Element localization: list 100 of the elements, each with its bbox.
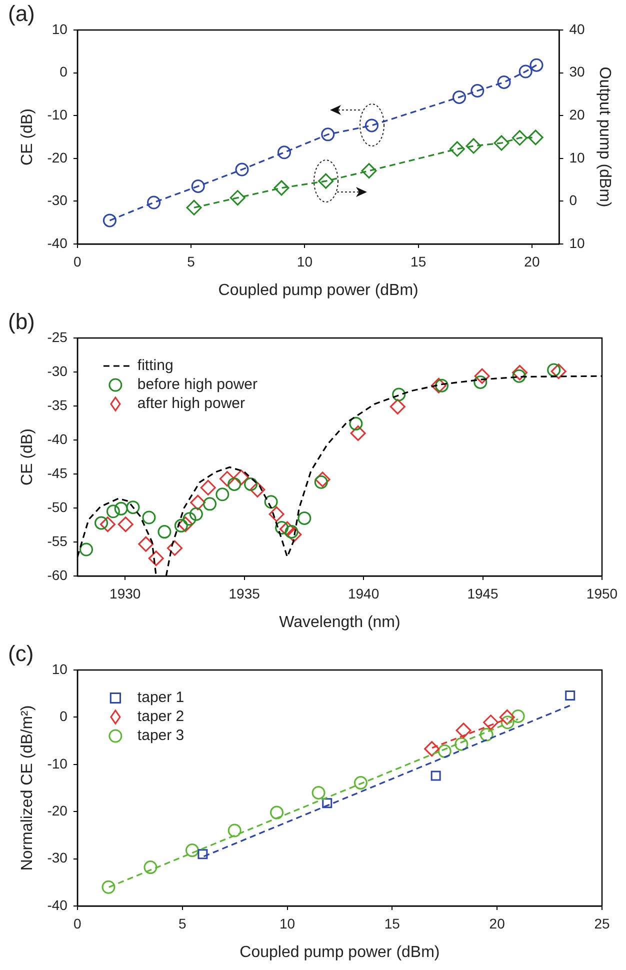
y-tick-label: -50 [47, 498, 68, 515]
point [158, 525, 172, 539]
chart-title: (a) [8, 1, 35, 26]
point [233, 470, 249, 486]
x-tick-label: 5 [178, 915, 186, 932]
point [349, 416, 363, 430]
point [275, 520, 289, 534]
point [144, 860, 158, 874]
point [321, 128, 335, 142]
point [500, 716, 514, 730]
x-tick-label: 1950 [586, 585, 618, 602]
y-axis-title: Normalized CE (dB/m²) [19, 705, 36, 871]
point [456, 722, 472, 738]
y-tick-label: -20 [47, 802, 68, 818]
point [430, 770, 441, 781]
point [166, 540, 182, 556]
legend-label: fitting [137, 357, 174, 374]
point [530, 58, 544, 72]
x-tick-label: 1930 [110, 585, 141, 602]
y-tick-label: -40 [47, 430, 68, 447]
point [200, 480, 216, 496]
legend-label: taper 1 [137, 689, 184, 706]
point [512, 364, 528, 380]
x-axis-title: Wavelength (nm) [279, 614, 400, 631]
y-tick-label: -60 [47, 566, 68, 583]
point [102, 214, 116, 228]
point [189, 507, 203, 521]
point [102, 880, 116, 894]
x-tick-label: 10 [296, 253, 313, 270]
y-tick-label: 0 [60, 64, 68, 80]
point [284, 525, 298, 539]
point [314, 472, 330, 488]
y2-axis-title: Output pump (dBm) [596, 66, 613, 208]
y-tick-label: -25 [47, 328, 68, 345]
point [186, 200, 202, 216]
point [106, 504, 120, 518]
point [480, 728, 494, 742]
y-tick-label: 10 [52, 660, 68, 677]
y-tick-label: -40 [47, 896, 68, 913]
point [466, 138, 482, 154]
y2-tick-label: 40 [569, 20, 586, 37]
y-tick-label: -30 [47, 362, 68, 379]
point [185, 844, 199, 858]
point [512, 130, 528, 146]
legend-label: taper 3 [137, 727, 184, 744]
point [264, 495, 278, 509]
y-tick-label: -55 [47, 532, 68, 549]
x-tick-label: 0 [74, 253, 82, 270]
x-axis-title: Coupled pump power (dBm) [240, 944, 440, 961]
point [80, 542, 94, 556]
y-tick-label: 0 [60, 708, 68, 724]
point [528, 130, 544, 146]
point [435, 378, 449, 392]
y-axis-title: CE (dB) [19, 428, 36, 486]
point [174, 518, 188, 532]
point [228, 477, 242, 491]
point [511, 710, 525, 724]
point [138, 536, 154, 552]
point [494, 135, 510, 151]
point [424, 741, 440, 757]
point [203, 497, 217, 511]
point [280, 521, 296, 537]
point [178, 516, 194, 532]
point [449, 141, 465, 157]
point [438, 744, 452, 758]
y-tick-label: -45 [47, 464, 68, 481]
legend-label: before high power [137, 376, 258, 394]
point [250, 482, 266, 498]
point [550, 364, 566, 380]
y-tick-label: -40 [47, 234, 68, 251]
y-axis-title: CE (dB) [19, 108, 36, 166]
point [268, 506, 284, 522]
point [277, 146, 291, 160]
point [470, 84, 484, 98]
y-tick-label: 10 [52, 20, 68, 37]
point [198, 849, 208, 860]
y-tick-label: -20 [47, 149, 68, 166]
point [274, 180, 290, 196]
point [190, 494, 206, 510]
y2-tick-label: 20 [569, 106, 586, 122]
y-tick-label: -35 [47, 396, 68, 413]
y2-tick-label: 10 [569, 149, 586, 166]
point [114, 502, 128, 516]
point [298, 511, 312, 525]
point [244, 477, 258, 491]
point [100, 516, 116, 532]
point [219, 471, 235, 487]
point [354, 776, 368, 790]
x-tick-label: 25 [594, 915, 610, 932]
y-tick-label: -10 [47, 106, 68, 122]
point [312, 786, 326, 800]
x-axis-title: Coupled pump power (dBm) [218, 282, 418, 299]
x-tick-label: 1940 [348, 585, 380, 602]
point [474, 368, 490, 384]
x-tick-label: 1935 [228, 585, 260, 602]
y-tick-label: -10 [47, 755, 68, 772]
point [228, 824, 242, 838]
point [452, 90, 466, 104]
point [148, 550, 164, 566]
point [147, 196, 161, 210]
